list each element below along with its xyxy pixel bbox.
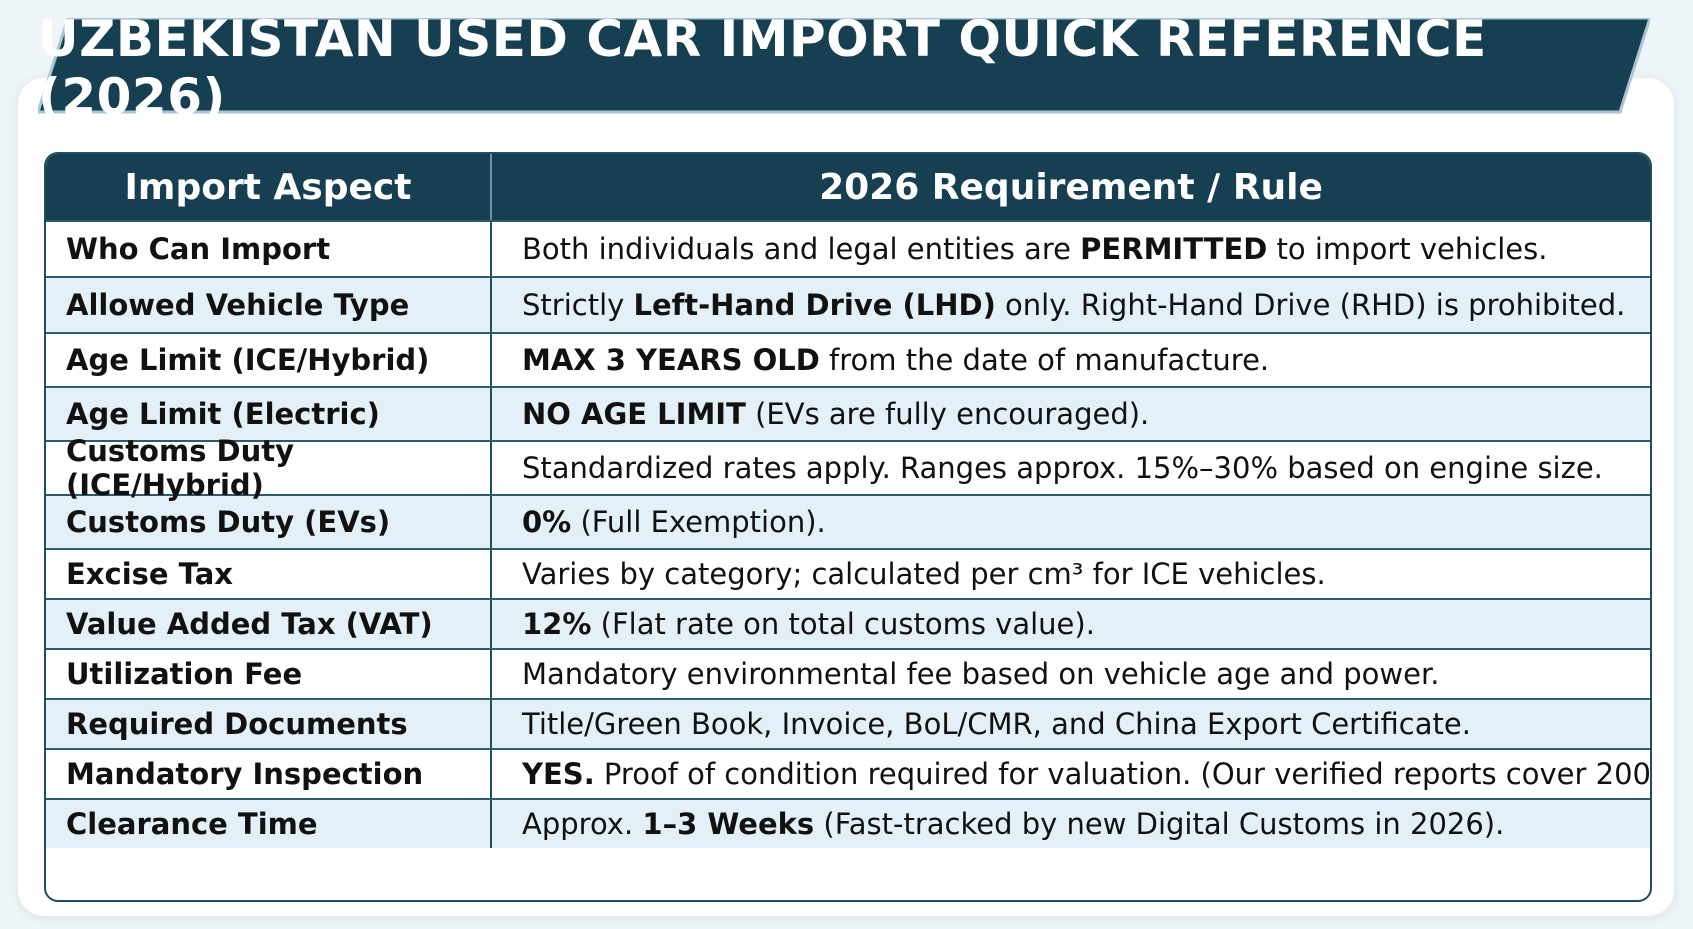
requirement-text-pre: Mandatory environmental fee based on veh… [522, 657, 1440, 691]
table-row: Allowed Vehicle Type Strictly Left-Hand D… [46, 276, 1650, 332]
title-banner: UZBEKISTAN USED CAR IMPORT QUICK REFEREN… [38, 10, 1650, 126]
requirement-text-pre: Approx. [522, 807, 643, 841]
aspect-cell: Mandatory Inspection [46, 750, 492, 798]
aspect-cell: Value Added Tax (VAT) [46, 600, 492, 648]
requirement-cell: MAX 3 YEARS OLD from the date of manufac… [492, 334, 1650, 386]
table-row: Excise Tax Varies by category; calculated… [46, 548, 1650, 598]
requirement-text-bold: PERMITTED [1080, 232, 1268, 266]
aspect-cell: Customs Duty (ICE/Hybrid) [46, 434, 492, 502]
requirement-text-pre: Title/Green Book, Invoice, BoL/CMR, and … [522, 707, 1471, 741]
requirement-cell: 12% (Flat rate on total customs value). [492, 600, 1650, 648]
aspect-cell: Excise Tax [46, 550, 492, 598]
requirement-text-pre: Varies by category; calculated per cm³ f… [522, 557, 1326, 591]
aspect-cell: Clearance Time [46, 800, 492, 848]
requirement-text-post: Proof of condition required for valuatio… [603, 757, 1650, 791]
requirement-text-pre: Standardized rates apply. Ranges approx.… [522, 451, 1603, 485]
table-row: Value Added Tax (VAT) 12% (Flat rate on t… [46, 598, 1650, 648]
requirement-text-bold: YES. [522, 757, 595, 791]
table-row: Mandatory Inspection YES. Proof of condit… [46, 748, 1650, 798]
requirement-cell: Varies by category; calculated per cm³ f… [492, 550, 1650, 598]
requirement-cell: Mandatory environmental fee based on veh… [492, 650, 1650, 698]
requirement-cell: 0% (Full Exemption). [492, 496, 1650, 548]
table-row: Age Limit (ICE/Hybrid) MAX 3 YEARS OLD fr… [46, 332, 1650, 386]
aspect-cell: Customs Duty (EVs) [46, 496, 492, 548]
requirement-text-bold: 1–3 Weeks [642, 807, 815, 841]
requirement-cell: YES. Proof of condition required for val… [492, 750, 1650, 798]
table-row: Age Limit (Electric) NO AGE LIMIT (EVs ar… [46, 386, 1650, 440]
table-row: Customs Duty (EVs) 0% (Full Exemption). [46, 494, 1650, 548]
table-body: Who Can Import Both individuals and legal… [46, 220, 1650, 848]
table-row: Required Documents Title/Green Book, Invo… [46, 698, 1650, 748]
aspect-cell: Utilization Fee [46, 650, 492, 698]
requirement-text-bold: NO AGE LIMIT [522, 397, 746, 431]
requirement-cell: Strictly Left-Hand Drive (LHD) only. Rig… [492, 278, 1650, 332]
requirement-text-post: (Full Exemption). [571, 505, 826, 539]
table-row: Clearance Time Approx. 1–3 Weeks (Fast-tr… [46, 798, 1650, 848]
table-row: Customs Duty (ICE/Hybrid) Standardized ra… [46, 434, 1650, 502]
page-title: UZBEKISTAN USED CAR IMPORT QUICK REFEREN… [38, 10, 1487, 126]
requirement-cell: Standardized rates apply. Ranges approx.… [492, 442, 1650, 494]
requirement-text-post: (EVs are fully encouraged). [745, 397, 1150, 431]
requirement-cell: Title/Green Book, Invoice, BoL/CMR, and … [492, 700, 1650, 748]
header-requirement: 2026 Requirement / Rule [819, 166, 1323, 208]
aspect-cell: Allowed Vehicle Type [46, 278, 492, 332]
requirement-text-bold: MAX 3 YEARS OLD [522, 343, 820, 377]
header-import-aspect: Import Aspect [46, 154, 492, 220]
banner-shape [38, 18, 1650, 114]
requirement-text-pre: Both individuals and legal entities are [522, 232, 1081, 266]
table-header-row: Import Aspect 2026 Requirement / Rule [46, 154, 1650, 220]
requirement-text-bold: 0% [522, 505, 572, 539]
table-row: Who Can Import Both individuals and legal… [46, 220, 1650, 276]
requirement-cell: Approx. 1–3 Weeks (Fast-tracked by new D… [492, 800, 1650, 848]
requirement-text-bold: 12% [522, 607, 592, 641]
aspect-cell: Who Can Import [46, 222, 492, 276]
requirement-cell: Both individuals and legal entities are … [492, 222, 1650, 276]
requirement-text-pre: Strictly [522, 288, 634, 322]
requirement-text-post: from the date of manufacture. [819, 343, 1270, 377]
requirement-cell: NO AGE LIMIT (EVs are fully encouraged). [492, 388, 1650, 440]
requirement-text-post: (Fast-tracked by new Digital Customs in … [814, 807, 1505, 841]
requirement-text-bold: Left-Hand Drive (LHD) [633, 288, 996, 322]
aspect-cell: Age Limit (ICE/Hybrid) [46, 334, 492, 386]
requirement-text-post: to import vehicles. [1267, 232, 1548, 266]
requirement-text-post: only. Right-Hand Drive (RHD) is prohibit… [995, 288, 1626, 322]
aspect-cell: Required Documents [46, 700, 492, 748]
table-row: Utilization Fee Mandatory environmental f… [46, 648, 1650, 698]
requirement-text-post: (Flat rate on total customs value). [591, 607, 1095, 641]
aspect-cell: Age Limit (Electric) [46, 388, 492, 440]
import-reference-table: Import Aspect 2026 Requirement / Rule Wh… [44, 152, 1652, 902]
